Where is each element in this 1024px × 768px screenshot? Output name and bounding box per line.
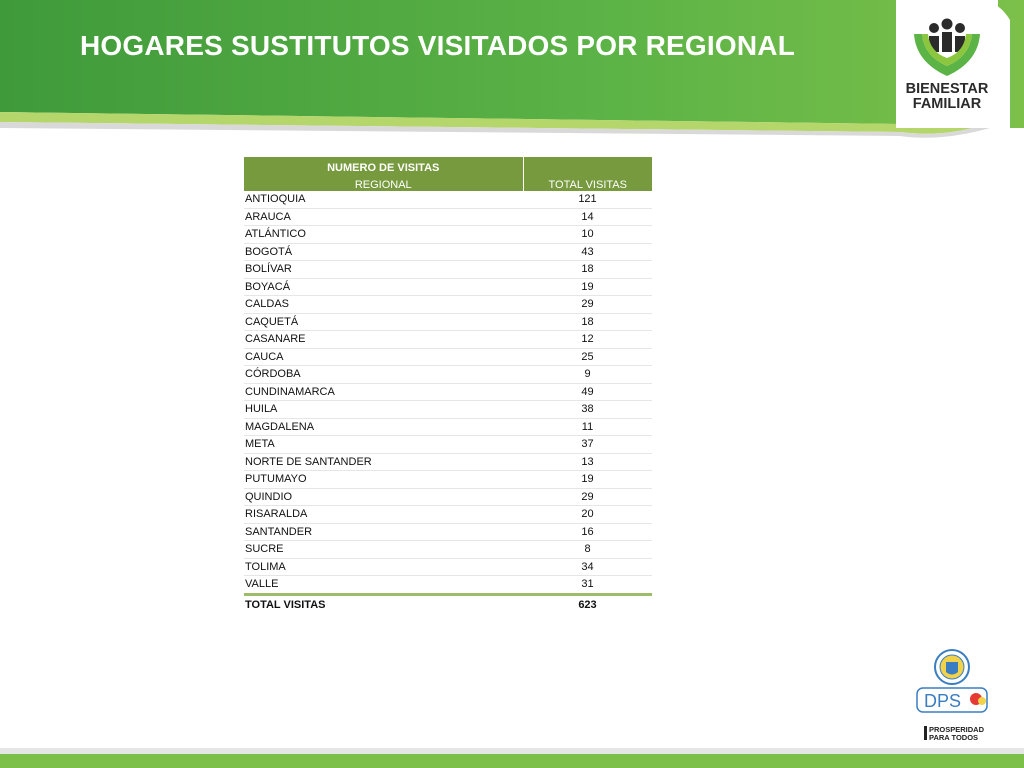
table-row: ATLÁNTICO 10 bbox=[244, 225, 652, 244]
table-row: RISARALDA 20 bbox=[244, 505, 652, 524]
regional-cell: PUTUMAYO bbox=[244, 470, 523, 489]
table-row: CAUCA 25 bbox=[244, 348, 652, 366]
table-row: BOLÍVAR 18 bbox=[244, 260, 652, 279]
prosperidad-text-2: PARA TODOS bbox=[929, 733, 978, 742]
total-visitas-cell: 10 bbox=[523, 225, 652, 244]
table-header-top: NUMERO DE VISITAS bbox=[244, 157, 652, 174]
regional-cell: META bbox=[244, 435, 523, 454]
prosperidad-text-1: PROSPERIDAD bbox=[929, 725, 985, 734]
total-visitas-cell: 18 bbox=[523, 260, 652, 279]
table-row: CÓRDOBA 9 bbox=[244, 365, 652, 384]
table-row: ANTIOQUIA 121 bbox=[244, 191, 652, 209]
family-hands-icon bbox=[914, 18, 980, 76]
regional-cell: RISARALDA bbox=[244, 505, 523, 524]
dps-text: DPS bbox=[924, 691, 961, 711]
table-body: ANTIOQUIA 121 ARAUCA 14 ATLÁNTICO 10 BOGOTÁ 43 B… bbox=[244, 191, 652, 595]
total-visitas-cell: 11 bbox=[523, 418, 652, 436]
regional-cell: VALLE bbox=[244, 575, 523, 595]
regional-cell: BOLÍVAR bbox=[244, 260, 523, 279]
table-row: META 37 bbox=[244, 435, 652, 454]
header-numero-visitas: NUMERO DE VISITAS bbox=[244, 157, 524, 174]
total-visitas-cell: 29 bbox=[523, 488, 652, 506]
total-visitas-cell: 20 bbox=[523, 505, 652, 524]
table-row: NORTE DE SANTANDER 13 bbox=[244, 453, 652, 471]
table-header-sub: REGIONAL TOTAL VISITAS bbox=[244, 174, 652, 191]
total-visitas-cell: 19 bbox=[523, 470, 652, 489]
header-regional: REGIONAL bbox=[244, 174, 524, 191]
header-total-visitas: TOTAL VISITAS bbox=[522, 174, 652, 191]
table-row: VALLE 31 bbox=[244, 575, 652, 595]
total-visitas-cell: 38 bbox=[523, 400, 652, 419]
total-visitas-cell: 34 bbox=[523, 558, 652, 576]
table-row: CASANARE 12 bbox=[244, 330, 652, 349]
regional-cell: SUCRE bbox=[244, 540, 523, 559]
regional-cell: ATLÁNTICO bbox=[244, 225, 523, 244]
total-visitas-cell: 29 bbox=[523, 295, 652, 314]
table-row: QUINDIO 29 bbox=[244, 488, 652, 506]
total-visitas-cell: 12 bbox=[523, 330, 652, 349]
total-visitas-cell: 43 bbox=[523, 243, 652, 261]
total-visitas-cell: 25 bbox=[523, 348, 652, 366]
total-visitas-cell: 14 bbox=[523, 208, 652, 226]
total-visitas-cell: 13 bbox=[523, 453, 652, 471]
table-row: CUNDINAMARCA 49 bbox=[244, 383, 652, 401]
table-row: CALDAS 29 bbox=[244, 295, 652, 314]
dps-logo: DPS PROSPERIDAD PARA TODOS bbox=[916, 649, 988, 742]
table-row: PUTUMAYO 19 bbox=[244, 470, 652, 489]
table-total-row: TOTAL VISITAS 623 bbox=[244, 592, 652, 614]
table-row: TOLIMA 34 bbox=[244, 558, 652, 576]
total-visitas-cell: 19 bbox=[523, 278, 652, 296]
regional-cell: CUNDINAMARCA bbox=[244, 383, 523, 401]
total-visitas-cell: 31 bbox=[523, 575, 652, 595]
table-row: ARAUCA 14 bbox=[244, 208, 652, 226]
table-row: CAQUETÁ 18 bbox=[244, 313, 652, 331]
banner-background bbox=[0, 0, 1024, 140]
table-row: BOGOTÁ 43 bbox=[244, 243, 652, 261]
regional-cell: CAQUETÁ bbox=[244, 313, 523, 331]
total-visitas-cell: 121 bbox=[523, 191, 652, 209]
bienestar-familiar-logo: BIENESTAR FAMILIAR bbox=[896, 0, 998, 128]
regional-cell: HUILA bbox=[244, 400, 523, 419]
total-visitas-cell: 16 bbox=[523, 523, 652, 541]
total-visitas-cell: 18 bbox=[523, 313, 652, 331]
total-visitas-cell: 8 bbox=[523, 540, 652, 559]
table-row: HUILA 38 bbox=[244, 400, 652, 419]
total-visitas-cell: 37 bbox=[523, 435, 652, 454]
logo-text-line1: BIENESTAR bbox=[905, 81, 989, 97]
bottom-stripe bbox=[0, 748, 1024, 768]
total-label: TOTAL VISITAS bbox=[244, 592, 523, 614]
logo-text-line2: FAMILIAR bbox=[912, 96, 982, 112]
regional-cell: ARAUCA bbox=[244, 208, 523, 226]
table-row: MAGDALENA 11 bbox=[244, 418, 652, 436]
regional-cell: ANTIOQUIA bbox=[244, 191, 523, 209]
regional-cell: MAGDALENA bbox=[244, 418, 523, 436]
regional-cell: CÓRDOBA bbox=[244, 365, 523, 384]
header-banner: HOGARES SUSTITUTOS VISITADOS POR REGIONA… bbox=[0, 0, 1024, 140]
regional-cell: SANTANDER bbox=[244, 523, 523, 541]
table-row: SUCRE 8 bbox=[244, 540, 652, 559]
dps-logo-group: DPS PROSPERIDAD PARA TODOS bbox=[912, 648, 992, 744]
page-title: HOGARES SUSTITUTOS VISITADOS POR REGIONA… bbox=[80, 30, 796, 61]
regional-cell: CAUCA bbox=[244, 348, 523, 366]
table-row: BOYACÁ 19 bbox=[244, 278, 652, 296]
regional-cell: CASANARE bbox=[244, 330, 523, 349]
regional-cell: BOGOTÁ bbox=[244, 243, 523, 261]
header-blank-cell bbox=[522, 157, 652, 174]
visits-table: NUMERO DE VISITAS REGIONAL TOTAL VISITAS… bbox=[244, 157, 652, 614]
regional-cell: NORTE DE SANTANDER bbox=[244, 453, 523, 471]
total-visitas-cell: 49 bbox=[523, 383, 652, 401]
regional-cell: BOYACÁ bbox=[244, 278, 523, 296]
regional-cell: QUINDIO bbox=[244, 488, 523, 506]
regional-cell: TOLIMA bbox=[244, 558, 523, 576]
total-visitas-cell: 9 bbox=[523, 365, 652, 384]
total-value: 623 bbox=[523, 592, 652, 614]
regional-cell: CALDAS bbox=[244, 295, 523, 314]
table-row: SANTANDER 16 bbox=[244, 523, 652, 541]
